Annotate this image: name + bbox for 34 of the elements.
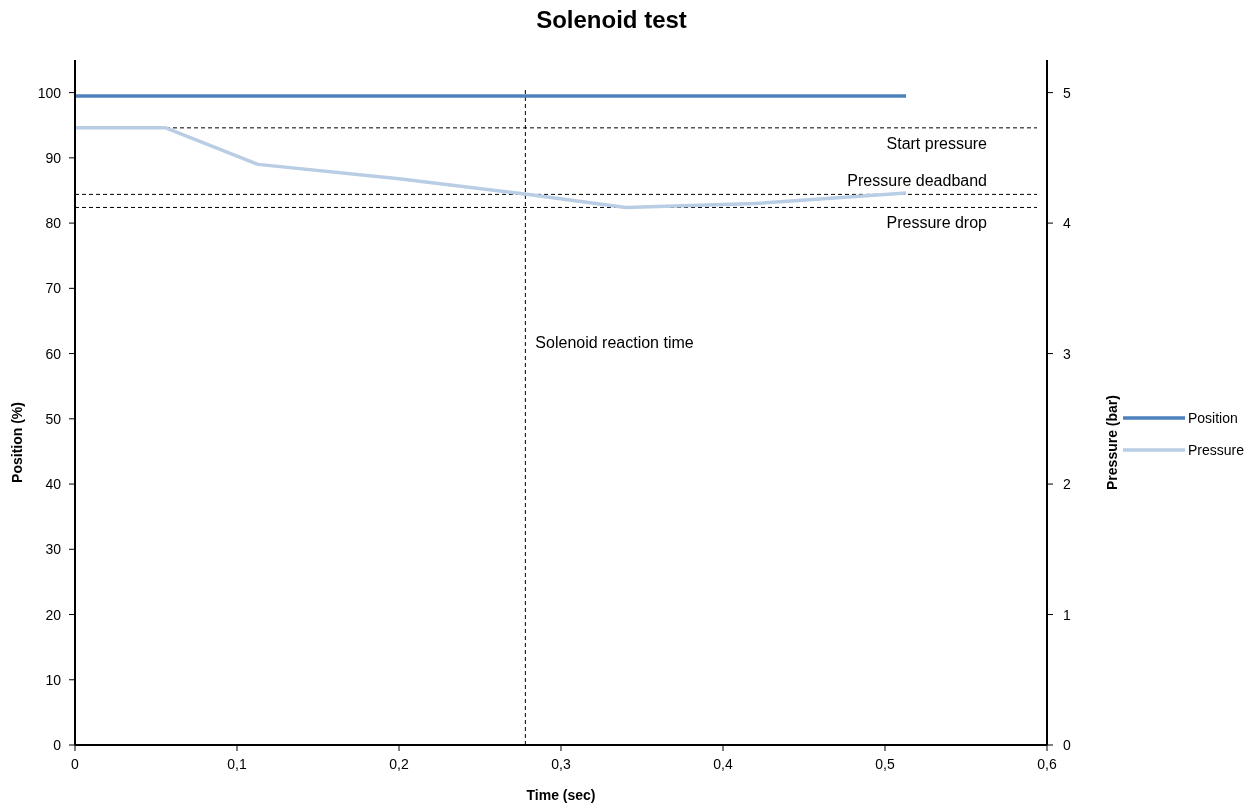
y-tick-label: 70 [45, 280, 62, 297]
y2-axis-title: Pressure (bar) [1104, 395, 1120, 490]
x-tick-label: 0,2 [389, 756, 409, 772]
y-tick-label: 80 [45, 215, 62, 232]
ref-line-label: Pressure drop [886, 214, 988, 232]
y-tick-label: 100 [37, 84, 62, 101]
x-tick-label: 0,6 [1037, 756, 1057, 772]
y2-tick-label: 0 [1063, 737, 1071, 753]
y-tick-label: 60 [45, 345, 62, 362]
x-tick-label: 0,1 [227, 756, 247, 772]
x-tick-label: 0,4 [713, 756, 733, 772]
y2-tick-label: 2 [1063, 476, 1071, 493]
ref-line-label: Start pressure [886, 134, 988, 152]
x-tick-label: 0,3 [551, 756, 571, 772]
ref-line-label: Solenoid reaction time [535, 333, 694, 351]
y-tick-label: 90 [45, 149, 62, 166]
legend-label: Position [1188, 410, 1238, 426]
y2-tick-label: 1 [1063, 606, 1071, 623]
x-axis-title: Time (sec) [526, 787, 596, 803]
y-tick-label: 40 [45, 476, 62, 493]
x-tick-label: 0 [71, 756, 80, 772]
y2-tick-label: 5 [1063, 84, 1071, 101]
y-tick-label: 50 [45, 410, 62, 427]
y-axis-title: Position (%) [9, 402, 25, 483]
y2-tick-label: 3 [1063, 345, 1071, 362]
y-tick-label: 20 [45, 606, 62, 623]
x-tick-label: 0,5 [875, 756, 895, 772]
y-tick-label: 0 [53, 737, 62, 753]
y2-tick-label: 4 [1063, 215, 1071, 232]
legend-label: Pressure [1188, 442, 1245, 458]
y-tick-label: 30 [45, 541, 62, 558]
chart-title: Solenoid test [536, 6, 687, 33]
ref-line-label: Pressure deadband [847, 172, 987, 190]
y-tick-label: 10 [45, 671, 62, 688]
